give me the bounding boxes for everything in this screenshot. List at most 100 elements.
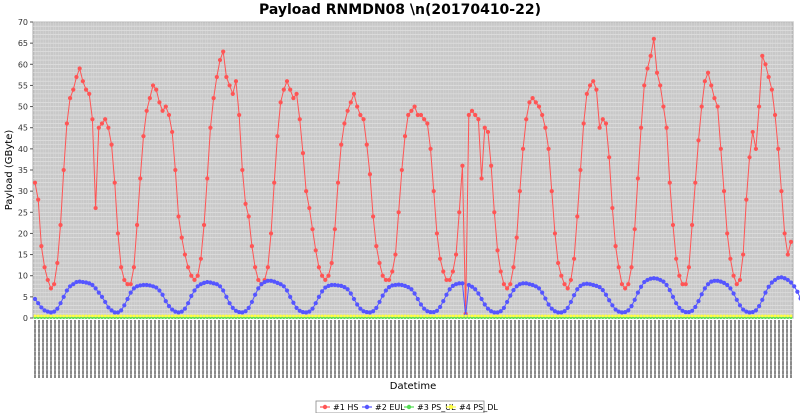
data-point (779, 189, 784, 194)
data-point (562, 309, 567, 314)
data-point (709, 279, 714, 284)
data-point (591, 79, 596, 84)
data-point (32, 296, 38, 302)
data-point (74, 74, 79, 80)
data-point (297, 117, 302, 122)
data-point (785, 277, 790, 283)
data-point (480, 314, 483, 318)
data-point (106, 305, 111, 310)
data-point (786, 314, 790, 318)
data-point (209, 314, 212, 318)
data-point (479, 176, 484, 181)
data-point (703, 314, 707, 318)
data-point (431, 309, 436, 315)
data-point (552, 231, 558, 236)
data-point (505, 286, 510, 291)
data-point (288, 87, 293, 92)
data-point (616, 309, 621, 314)
data-point (584, 281, 589, 286)
data-point (486, 314, 490, 318)
data-point (520, 281, 526, 286)
data-point (425, 309, 430, 314)
y-axis: 0 5 10 15 20 25 30 35 40 45 50 55 60 65 70 (18, 18, 33, 323)
data-point (48, 286, 54, 291)
data-point (100, 314, 104, 318)
data-point (677, 273, 682, 278)
x-tick-label (422, 320, 424, 378)
data-point (55, 314, 59, 318)
data-point (492, 310, 497, 315)
x-tick-label (514, 320, 516, 378)
data-point (68, 314, 72, 318)
x-tick-label (322, 320, 324, 378)
legend-label: #2 EUL (375, 403, 405, 412)
data-point (418, 302, 424, 307)
x-tick-label (70, 320, 72, 378)
data-point (588, 314, 592, 318)
data-point (492, 314, 496, 318)
data-point (160, 108, 165, 113)
data-point (737, 303, 743, 308)
x-tick-label (730, 320, 732, 378)
x-tick-label (438, 320, 440, 378)
data-point (425, 314, 429, 318)
x-tick-label (126, 320, 128, 378)
data-point (256, 277, 261, 283)
data-point (39, 244, 44, 249)
data-point (249, 299, 255, 305)
x-tick-label (210, 320, 212, 378)
data-point (559, 310, 564, 315)
data-point (390, 283, 395, 288)
data-point (380, 273, 385, 278)
data-point (148, 314, 152, 318)
data-point (579, 314, 582, 318)
data-point (721, 280, 727, 285)
data-point (36, 197, 41, 202)
data-point (348, 100, 353, 105)
x-tick-label (142, 320, 144, 378)
data-point (125, 296, 130, 302)
data-point (182, 252, 188, 257)
data-point (515, 314, 519, 318)
data-point (651, 36, 656, 42)
x-tick-label (106, 320, 108, 378)
data-point (626, 314, 630, 318)
data-point (266, 314, 270, 318)
data-point (476, 117, 481, 122)
data-point (655, 314, 659, 318)
data-point (498, 309, 503, 314)
data-point (638, 125, 644, 130)
data-point (304, 310, 309, 315)
data-point (591, 282, 596, 288)
x-tick-label (602, 320, 604, 378)
data-point (632, 297, 637, 302)
x-tick-label (254, 320, 256, 378)
data-point (776, 314, 780, 318)
data-point (613, 307, 618, 312)
data-point (511, 287, 516, 293)
series--2-eul (32, 275, 800, 318)
data-point (632, 227, 637, 232)
x-tick-label (634, 320, 636, 378)
x-tick-label (614, 320, 616, 378)
data-point (409, 287, 414, 292)
data-point (536, 286, 542, 291)
x-tick-label (278, 320, 280, 378)
data-point (751, 314, 755, 318)
x-tick-label (506, 320, 508, 378)
data-point (571, 293, 577, 298)
data-point (58, 222, 63, 228)
data-point (157, 100, 162, 105)
data-point (674, 314, 678, 318)
data-point (134, 222, 140, 228)
data-point (546, 146, 551, 151)
data-point (396, 282, 401, 287)
data-point (501, 305, 507, 310)
x-tick-label (426, 320, 428, 378)
data-point (365, 314, 369, 318)
data-point (432, 314, 436, 318)
x-tick-label (566, 320, 568, 378)
data-point (304, 314, 308, 318)
x-tick-label (186, 320, 188, 378)
data-point (412, 104, 417, 109)
